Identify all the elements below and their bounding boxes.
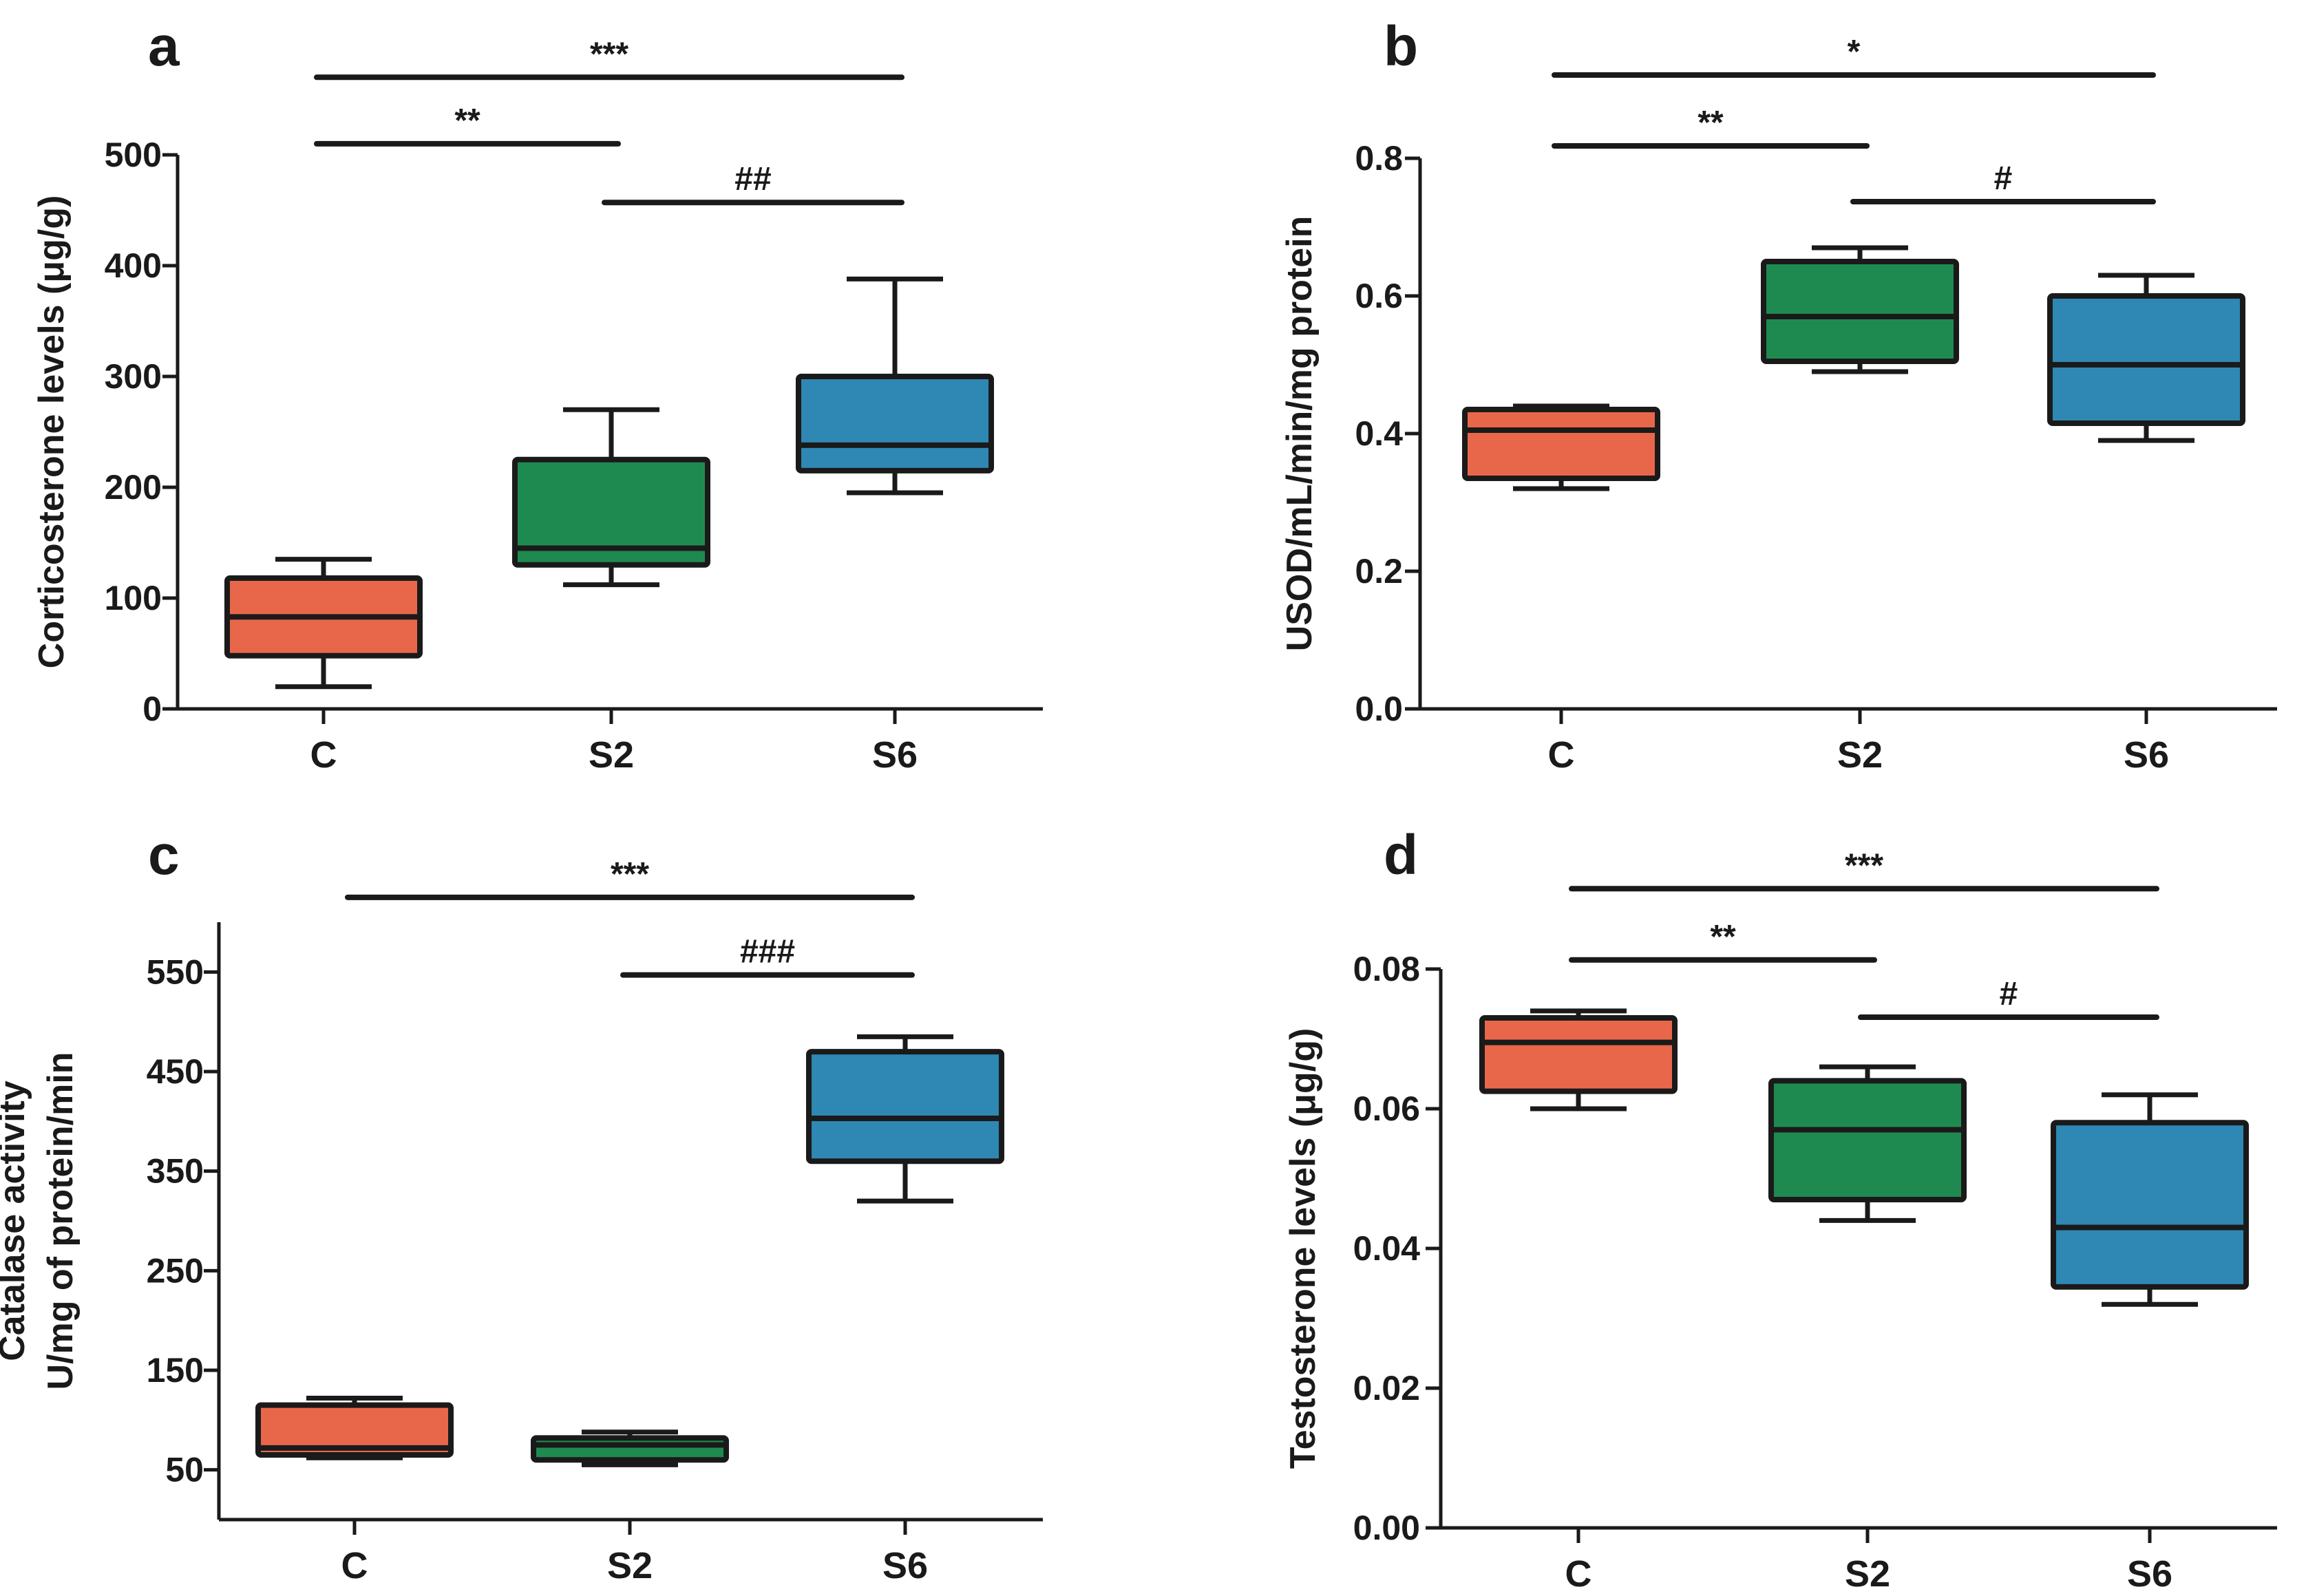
- chart-panel-d: d 0.00 0.02 0.04 0.06 0.08 C S2 S6 Testosterone l…: [1283, 824, 2277, 1595]
- x-tick-label: S2: [607, 1545, 653, 1586]
- box-iqr: [806, 1049, 1004, 1164]
- box-iqr: [255, 1402, 454, 1458]
- y-tick-label: 250: [147, 1251, 204, 1290]
- panel-label: d: [1384, 824, 1418, 886]
- significance-bracket: *: [1552, 34, 2156, 78]
- box-C: [224, 557, 423, 690]
- significance-bracket: **: [314, 103, 621, 147]
- y-axis-label: U/mg of protein/min: [41, 1052, 81, 1390]
- x-tick-label: S6: [872, 734, 918, 776]
- significance-label: **: [1710, 919, 1736, 955]
- panel-label: c: [148, 824, 180, 886]
- significance-bracket: ***: [314, 36, 905, 81]
- y-axis-label: USOD/mL/min/mg protein: [1280, 216, 1320, 652]
- box-iqr: [1462, 407, 1660, 481]
- x-tick-label: S6: [882, 1545, 928, 1586]
- y-tick-label: 550: [147, 953, 204, 991]
- y-tick-label: 0.4: [1355, 414, 1403, 453]
- box-iqr: [1761, 259, 1959, 364]
- box-S2: [512, 407, 710, 588]
- box-iqr: [2051, 1120, 2249, 1290]
- y-tick-label: 0.0: [1355, 690, 1403, 728]
- significance-label: ***: [1845, 847, 1883, 884]
- significance-label: #: [1994, 160, 2013, 197]
- box-S6: [806, 1034, 1004, 1204]
- box-iqr: [531, 1435, 729, 1463]
- box-S6: [2047, 273, 2245, 443]
- x-tick-label: C: [1565, 1553, 1592, 1595]
- y-tick-label: 350: [147, 1152, 204, 1191]
- x-tick-label: S6: [2124, 734, 2169, 776]
- box-iqr: [1479, 1015, 1678, 1094]
- chart-panel-c: c 50 150 250 350 450 550 C S2 S6 Catalase activity…: [0, 824, 1043, 1586]
- y-tick-label: 50: [165, 1451, 204, 1489]
- significance-bracket: ***: [1569, 847, 2159, 892]
- y-tick-label: 0.8: [1355, 139, 1403, 178]
- significance-label: **: [454, 103, 480, 139]
- y-tick-label: 0.04: [1353, 1229, 1421, 1268]
- box-C: [255, 1396, 454, 1460]
- box-iqr: [512, 456, 710, 568]
- x-tick-label: C: [341, 1545, 368, 1586]
- y-tick-label: 0.2: [1355, 552, 1403, 590]
- significance-bracket: ***: [345, 856, 915, 900]
- y-tick-label: 0.08: [1353, 950, 1420, 988]
- significance-label: *: [1848, 34, 1861, 70]
- box-S6: [796, 276, 994, 496]
- y-tick-label: 0.6: [1355, 277, 1403, 315]
- box-S2: [531, 1429, 729, 1467]
- box-S6: [2051, 1092, 2249, 1307]
- x-tick-label: C: [1548, 734, 1575, 776]
- y-axis-label: Testosterone levels (μg/g): [1283, 1028, 1323, 1469]
- x-tick-label: S2: [1837, 734, 1883, 776]
- panel-label: a: [148, 15, 180, 78]
- y-tick-label: 200: [105, 468, 162, 507]
- y-tick-label: 100: [105, 579, 162, 617]
- x-tick-label: S2: [589, 734, 634, 776]
- y-axis-label: Corticosterone levels (μg/g): [32, 195, 72, 669]
- y-tick-label: 0: [142, 690, 162, 728]
- chart-panel-b: b 0.0 0.2 0.4 0.6 0.8 C S2 S6 USOD/mL/min/mg prot…: [1280, 15, 2277, 776]
- x-tick-label: S2: [1845, 1553, 1890, 1595]
- y-tick-label: 500: [105, 136, 162, 174]
- significance-bracket: **: [1569, 919, 1877, 963]
- significance-label: ###: [740, 934, 795, 970]
- significance-bracket: #: [1850, 160, 2156, 204]
- significance-label: ##: [734, 161, 771, 198]
- significance-bracket: **: [1552, 105, 1870, 149]
- y-tick-label: 300: [105, 357, 162, 396]
- y-tick-label: 400: [105, 246, 162, 285]
- panel-label: b: [1384, 15, 1418, 78]
- significance-label: #: [2000, 976, 2018, 1012]
- y-tick-label: 0.06: [1353, 1089, 1420, 1128]
- y-tick-label: 0.00: [1353, 1509, 1420, 1547]
- box-iqr: [1768, 1078, 1967, 1202]
- chart-panel-a: a 0 100 200 300 400 500 C S2 S6 Corticosterone lev…: [32, 15, 1043, 776]
- box-S2: [1768, 1064, 1967, 1223]
- box-iqr: [796, 374, 994, 474]
- x-tick-label: S6: [2127, 1553, 2172, 1595]
- significance-label: ***: [590, 36, 628, 72]
- box-S2: [1761, 245, 1959, 374]
- y-axis-label: Catalase activity: [0, 1081, 32, 1361]
- significance-bracket: ##: [602, 161, 905, 206]
- x-tick-label: C: [310, 734, 337, 776]
- box-iqr: [2047, 293, 2245, 426]
- significance-label: **: [1697, 105, 1724, 141]
- box-C: [1479, 1008, 1678, 1111]
- y-tick-label: 150: [147, 1351, 204, 1390]
- box-C: [1462, 403, 1660, 491]
- significance-bracket: #: [1858, 976, 2159, 1021]
- y-tick-label: 450: [147, 1052, 204, 1091]
- y-tick-label: 0.02: [1353, 1369, 1420, 1407]
- significance-bracket: ###: [620, 934, 915, 978]
- significance-label: ***: [611, 856, 649, 893]
